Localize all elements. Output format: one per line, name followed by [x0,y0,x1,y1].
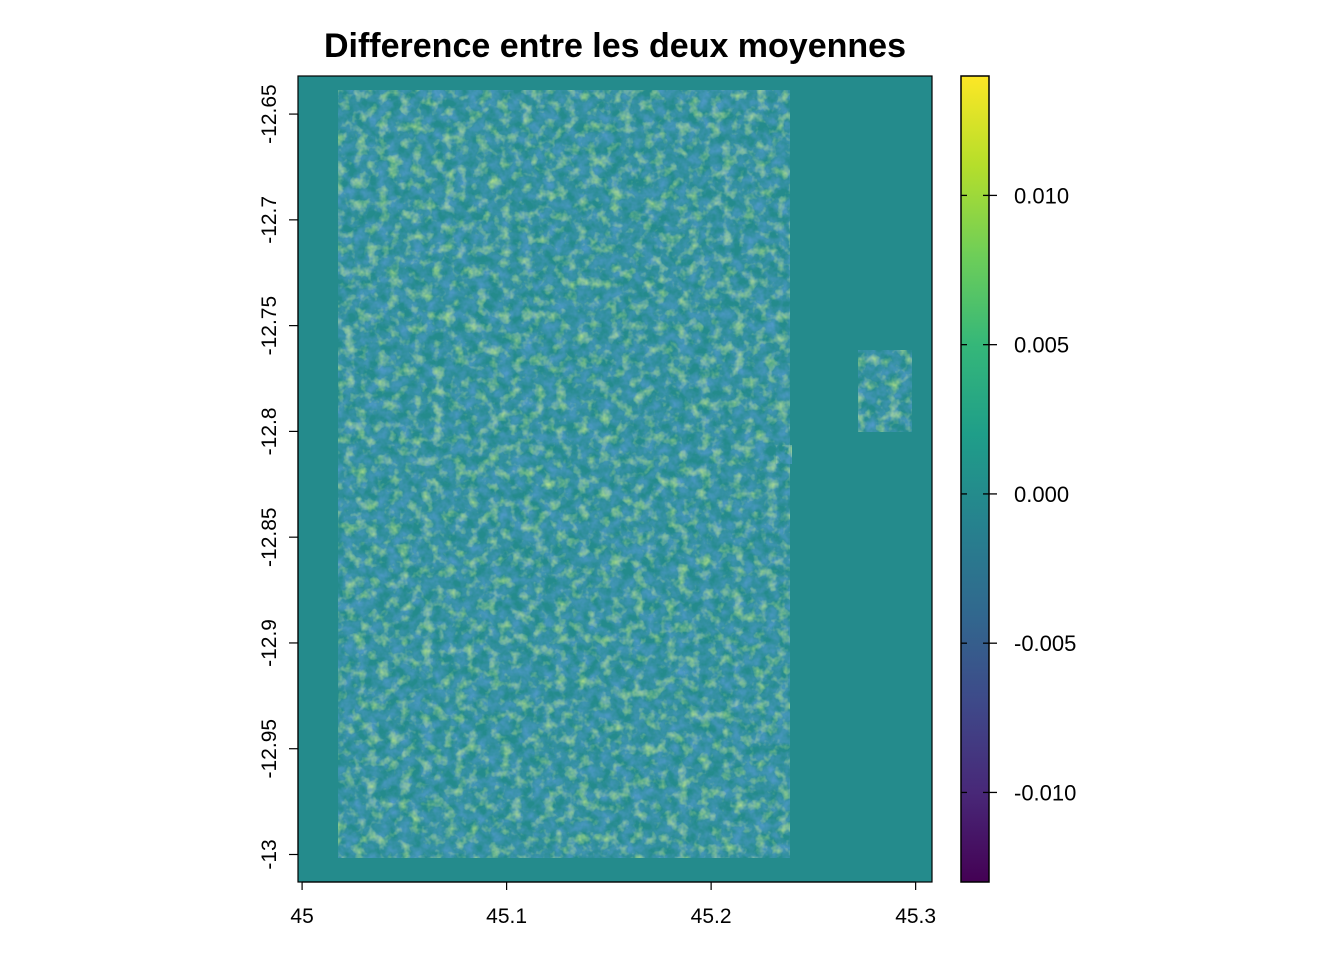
colorbar-tick-label: 0.010 [1014,183,1069,208]
x-tick-label: 45.2 [691,905,732,928]
chart-title: Difference entre les deux moyennes [324,27,906,65]
petite-terre-shape [858,350,912,432]
x-tick-label: 45.1 [486,905,527,928]
colorbar-tick-label: 0.005 [1014,333,1069,358]
x-tick-label: 45.3 [895,905,936,928]
raster-layer [298,76,932,882]
y-tick-label: -12.65 [258,84,281,144]
islet-shape [776,445,792,464]
main-island-shape [338,90,790,858]
terrain-relief [338,90,912,858]
y-tick-label: -13 [258,839,281,869]
y-tick-label: -12.7 [258,196,281,244]
colorbar-tick-label: -0.010 [1014,780,1076,805]
colorbar-legend: -0.010 -0.005 0.000 0.005 0.010 [960,75,1076,883]
y-tick-label: -12.95 [258,719,281,779]
colorbar-scale [960,75,990,883]
x-axis: 45 45.1 45.2 45.3 [290,881,936,928]
y-tick-label: -12.8 [258,407,281,455]
colorbar-tick-label: -0.005 [1014,631,1076,656]
y-tick-label: -12.75 [258,296,281,356]
x-tick-label: 45 [290,905,313,928]
y-tick-label: -12.85 [258,507,281,567]
y-axis: -12.65 -12.7 -12.75 -12.8 -12.85 -12.9 -12.95 -… [258,84,299,870]
colorbar-tick-label: 0.000 [1014,482,1069,507]
y-tick-label: -12.9 [258,619,281,667]
